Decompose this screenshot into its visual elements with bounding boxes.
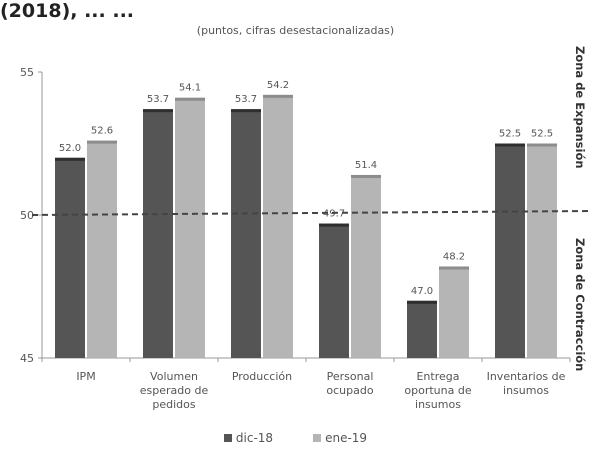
y-tick-label: 55	[20, 66, 34, 79]
bar-ene-19	[439, 266, 469, 358]
chart-title-fragment: (2018), ... ...	[0, 0, 135, 22]
bar-dic-18	[407, 300, 437, 358]
x-tick-label: Entrega	[416, 370, 459, 383]
x-tick-label: pedidos	[152, 398, 196, 411]
bar-top-edge	[55, 157, 85, 161]
legend-swatch-ene-19	[313, 434, 322, 442]
x-tick-label: insumos	[415, 398, 461, 411]
data-label: 47.0	[411, 286, 433, 297]
chart-subtitle: (puntos, cifras desestacionalizadas)	[196, 24, 395, 37]
x-tick-label: Producción	[232, 370, 292, 383]
data-label: 52.5	[499, 129, 521, 140]
data-label: 54.1	[179, 83, 201, 94]
x-tick-label: Volumen	[150, 370, 198, 383]
legend-label: ene-19	[325, 431, 368, 445]
bar-top-edge	[263, 94, 293, 98]
bar-ene-19	[87, 140, 117, 358]
x-tick-label: Personal	[327, 370, 374, 383]
data-label: 49.7	[323, 209, 345, 220]
bar-dic-18	[231, 109, 261, 359]
bar-dic-18	[143, 109, 173, 359]
data-label: 51.4	[355, 160, 377, 171]
data-label: 48.2	[443, 251, 465, 262]
legend-label: dic-18	[235, 431, 274, 445]
legend-item-dic-18: dic-18	[223, 431, 274, 445]
x-tick-label: esperado de	[140, 384, 209, 397]
bar-top-edge	[231, 109, 261, 113]
legend-swatch-dic-18	[223, 434, 232, 442]
data-label: 53.7	[235, 94, 257, 105]
bar-ene-19	[263, 94, 293, 358]
bar-dic-18	[319, 223, 349, 358]
bar-top-edge	[439, 266, 469, 270]
bar-top-edge	[87, 140, 117, 144]
bar-dic-18	[55, 157, 85, 358]
x-tick-label: ocupado	[326, 384, 373, 397]
legend-item-ene-19: ene-19	[313, 431, 367, 445]
x-tick-label: insumos	[503, 384, 549, 397]
bar-top-edge	[351, 174, 381, 178]
bar-top-edge	[407, 300, 437, 304]
bar-top-edge	[143, 109, 173, 113]
bar-top-edge	[319, 223, 349, 227]
x-tick-label: Inventarios de	[487, 370, 566, 383]
bar-dic-18	[495, 143, 525, 358]
data-label: 52.0	[59, 143, 81, 154]
zone-expansion-label: Zona de Expansión	[573, 46, 587, 169]
y-tick-label: 45	[20, 352, 34, 365]
bar-ene-19	[351, 174, 381, 358]
data-label: 53.7	[147, 94, 169, 105]
bar-top-edge	[495, 143, 525, 147]
legend: dic-18 ene-19	[0, 431, 591, 445]
bar-top-edge	[175, 97, 205, 101]
y-tick-label: 50	[20, 209, 34, 222]
bar-top-edge	[527, 143, 557, 147]
bar-ene-19	[175, 97, 205, 359]
zone-contraction-label: Zona de Contracción	[573, 238, 587, 372]
data-label: 52.5	[531, 129, 553, 140]
threshold-line	[31, 210, 591, 216]
x-tick-label: oportuna de	[404, 384, 471, 397]
data-label: 54.2	[267, 80, 289, 91]
data-label: 52.6	[91, 126, 113, 137]
bar-ene-19	[527, 143, 557, 358]
x-tick-label: IPM	[76, 370, 95, 383]
